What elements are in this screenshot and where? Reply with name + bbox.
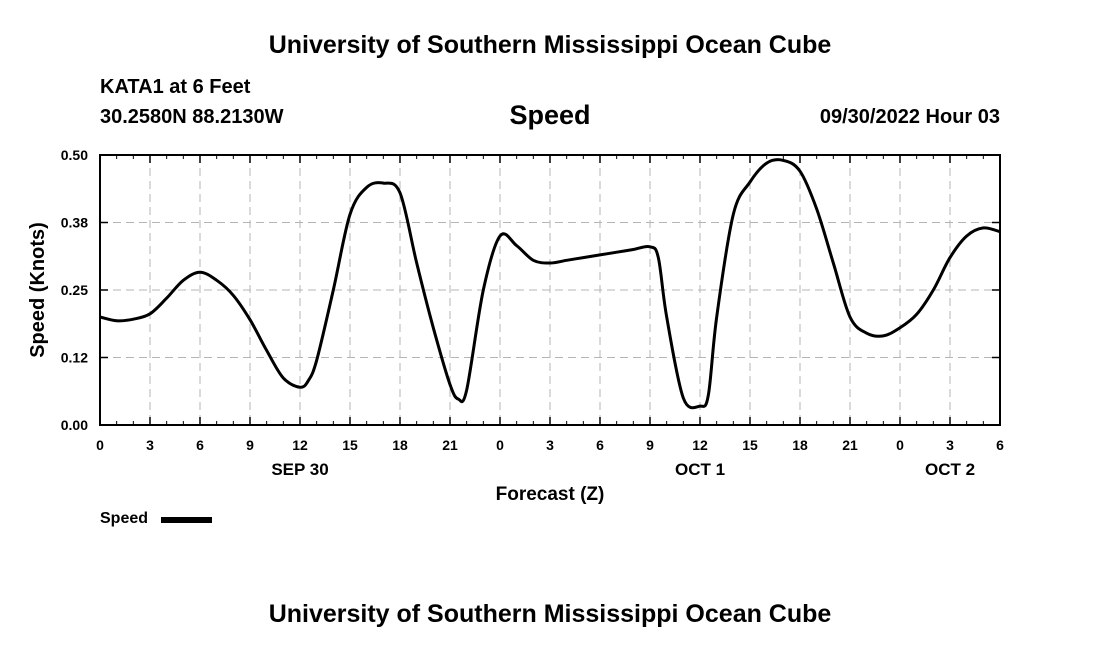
data-point <box>665 316 668 318</box>
x-tick-label: 15 <box>742 437 758 453</box>
data-point <box>982 227 985 229</box>
data-point <box>707 394 710 397</box>
x-tick-label: 18 <box>792 437 808 453</box>
parameter-title: Speed <box>509 100 591 130</box>
data-point <box>832 262 835 264</box>
x-tick-label: 15 <box>342 437 358 453</box>
data-point <box>265 349 268 352</box>
data-point <box>649 246 651 248</box>
data-point <box>915 313 918 316</box>
y-tick-label: 0.12 <box>61 350 88 366</box>
y-tick-label: 0.50 <box>61 147 88 163</box>
data-point <box>249 318 251 321</box>
data-point <box>299 386 301 389</box>
x-tick-label: 6 <box>596 437 604 453</box>
x-axis-label: Forecast (Z) <box>496 484 605 505</box>
data-point <box>432 327 435 329</box>
coordinates-label: 30.2580N 88.2130W <box>100 106 284 128</box>
data-point <box>332 289 335 291</box>
data-point <box>815 208 818 210</box>
data-point <box>999 230 1001 233</box>
data-point <box>682 397 685 399</box>
data-point <box>732 213 735 216</box>
data-point <box>165 297 168 299</box>
data-point <box>765 162 768 164</box>
data-point <box>515 244 518 247</box>
data-point <box>932 289 935 291</box>
data-point <box>799 170 801 172</box>
x-tick-label: 6 <box>196 437 204 453</box>
data-point <box>349 213 351 216</box>
data-point <box>282 377 285 379</box>
legend-swatch <box>161 517 212 523</box>
data-point <box>965 235 968 237</box>
datetime-label: 09/30/2022 Hour 03 <box>819 106 1000 128</box>
data-point <box>457 398 460 400</box>
y-tick-label: 0.25 <box>61 282 88 298</box>
x-tick-label: 0 <box>496 437 504 453</box>
data-point <box>215 279 218 282</box>
data-point <box>315 359 318 362</box>
data-point <box>599 254 601 256</box>
data-point <box>449 383 451 386</box>
x-tick-label: 3 <box>146 437 154 453</box>
data-point <box>715 316 718 318</box>
data-point <box>582 256 585 259</box>
data-point <box>132 318 135 321</box>
data-point <box>699 405 701 407</box>
data-point <box>882 335 885 337</box>
x-tick-label: 9 <box>646 437 654 453</box>
y-axis-label: Speed (Knots) <box>27 222 49 358</box>
data-point <box>182 279 185 282</box>
y-tick-label: 0.00 <box>61 417 88 433</box>
data-point <box>749 181 751 183</box>
data-point <box>632 248 635 251</box>
x-tick-label: 3 <box>946 437 954 453</box>
data-point <box>307 379 310 382</box>
x-tick-label: 21 <box>842 437 858 453</box>
data-point <box>949 256 951 259</box>
data-point <box>532 259 535 262</box>
data-point <box>415 262 418 264</box>
data-point <box>365 186 368 189</box>
x-tick-label: 6 <box>996 437 1004 453</box>
date-label: OCT 2 <box>925 460 975 479</box>
data-point <box>657 256 660 259</box>
series-layer <box>99 158 1001 410</box>
data-point <box>865 332 868 335</box>
date-label: SEP 30 <box>271 460 328 479</box>
x-tick-label: 3 <box>546 437 554 453</box>
x-tick-label: 12 <box>692 437 708 453</box>
x-tick-label: 0 <box>896 437 904 453</box>
data-point <box>465 389 468 391</box>
data-point <box>615 251 618 253</box>
data-point <box>149 313 151 315</box>
data-point <box>115 320 118 322</box>
data-point <box>782 159 785 162</box>
data-point <box>232 294 235 297</box>
x-tick-label: 21 <box>442 437 458 453</box>
data-point <box>849 316 851 318</box>
data-point <box>199 271 201 274</box>
x-tick-label: 12 <box>292 437 308 453</box>
data-point <box>482 289 485 291</box>
data-point <box>565 259 568 262</box>
data-point <box>399 192 401 194</box>
x-tick-label: 0 <box>96 437 104 453</box>
data-point <box>549 262 551 264</box>
footer-title: University of Southern Mississippi Ocean… <box>268 600 832 628</box>
y-tick-label: 0.38 <box>61 215 88 231</box>
data-point <box>99 316 101 318</box>
date-label: OCT 1 <box>675 460 725 479</box>
x-tick-label: 18 <box>392 437 408 453</box>
x-tick-label: 9 <box>246 437 254 453</box>
data-point <box>382 182 385 184</box>
data-point <box>899 327 901 329</box>
legend-label: Speed <box>100 510 149 527</box>
chart-title: University of Southern Mississippi Ocean… <box>268 31 832 59</box>
axes: 0 3 6 9 12 15 18 21 0 3 6 9 12 15 18 21 0 3 6 0.00 0.12 0.25 0… <box>61 147 1004 479</box>
data-point <box>499 235 501 237</box>
station-label: KATA1 at 6 Feet <box>100 76 251 98</box>
